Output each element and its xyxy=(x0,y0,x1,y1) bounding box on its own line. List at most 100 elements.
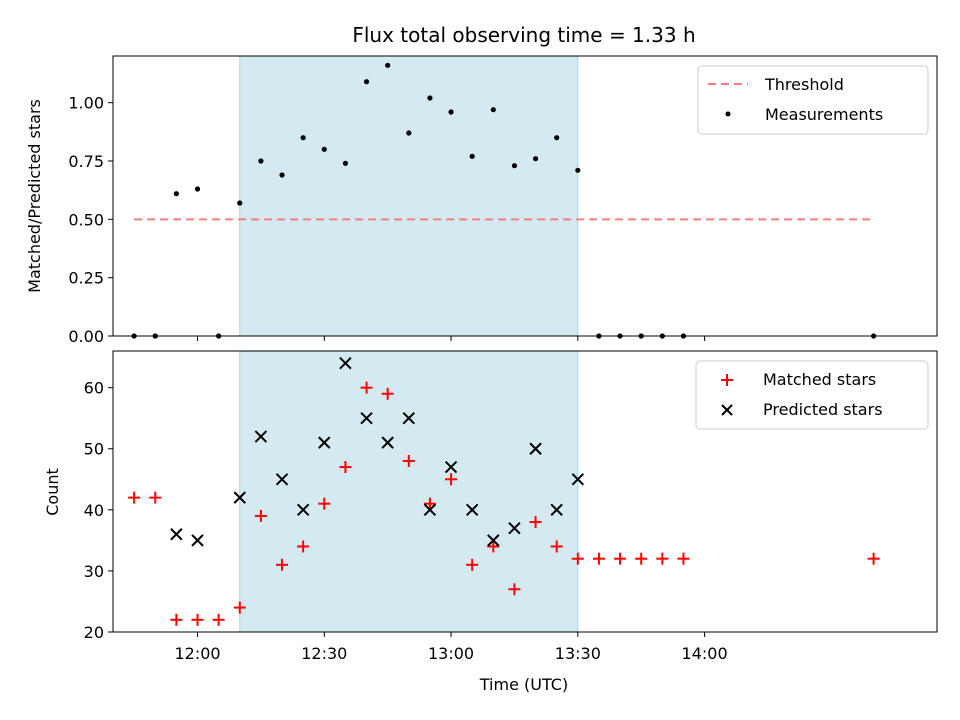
matched-star-point xyxy=(318,497,331,510)
matched-star-point xyxy=(466,558,479,571)
measurements-legend-marker xyxy=(725,111,731,117)
predicted-star-point xyxy=(487,534,500,547)
matched-star-point xyxy=(191,613,204,626)
predicted-star-point xyxy=(254,430,268,443)
x-tick-label: 12:30 xyxy=(301,644,347,663)
measurement-point xyxy=(532,156,539,162)
bottom-y-tick-label: 60 xyxy=(84,379,104,398)
predicted-star-point xyxy=(318,436,331,449)
predicted-star-point xyxy=(571,473,585,486)
measurement-point xyxy=(173,191,179,197)
measurement-point xyxy=(554,135,560,141)
predicted-star-point xyxy=(402,411,416,425)
predicted-star-stroke xyxy=(170,528,183,541)
matched-star-point xyxy=(423,497,436,510)
bottom-legend-box xyxy=(695,360,929,430)
measurement-point xyxy=(511,163,518,169)
x-axis-label: Time (UTC) xyxy=(479,675,568,694)
predicted-star-point xyxy=(233,491,246,504)
matched-star-point xyxy=(635,552,648,565)
top-axes-frame xyxy=(112,55,938,337)
measurement-point xyxy=(237,200,243,206)
measurement-point xyxy=(194,186,201,192)
matched-star-point xyxy=(677,552,690,565)
chart-title: Flux total observing time = 1.33 h xyxy=(352,23,695,47)
top-y-axis-label: Matched/Predicted stars xyxy=(25,99,44,293)
predicted-legend-marker xyxy=(721,404,733,416)
predicted-star-stroke xyxy=(508,521,521,535)
predicted-star-point xyxy=(381,436,394,449)
predicted-star-stroke xyxy=(423,503,437,517)
matched-star-point xyxy=(381,387,394,400)
matched-star-point xyxy=(360,381,373,394)
predicted-star-stroke xyxy=(296,503,310,517)
predicted-star-stroke xyxy=(191,534,204,547)
measurement-point xyxy=(321,146,327,152)
bottom-observing-span xyxy=(239,351,578,632)
top-observing-span xyxy=(239,56,578,336)
measurement-point xyxy=(575,167,581,173)
predicted-star-stroke xyxy=(444,460,458,474)
bottom-y-tick-label: 30 xyxy=(84,562,104,581)
measurement-point xyxy=(363,79,370,85)
measurement-point xyxy=(406,130,412,136)
matched-star-point xyxy=(297,540,310,553)
matched-star-point xyxy=(550,540,563,553)
top-y-tick-label: 1.00 xyxy=(68,94,104,113)
x-tick-label: 13:30 xyxy=(555,644,601,663)
matched-star-point xyxy=(487,540,500,553)
predicted-star-stroke xyxy=(233,491,246,504)
measurement-point xyxy=(385,62,391,68)
matched-star-point xyxy=(233,601,246,614)
predicted-star-point xyxy=(423,503,437,517)
predicted-star-stroke xyxy=(402,411,416,425)
top-y-tick-label: 0.50 xyxy=(68,210,104,229)
predicted-star-point xyxy=(170,528,183,541)
bottom-y-axis-label: Count xyxy=(43,468,62,516)
matched-star-point xyxy=(529,516,542,529)
top-y-tick-label: 0.75 xyxy=(68,152,104,171)
matched-legend-marker xyxy=(721,374,733,386)
matched-star-point xyxy=(867,552,880,565)
predicted-star-point xyxy=(191,534,204,547)
predicted-star-point xyxy=(275,473,289,486)
matched-star-point xyxy=(592,552,605,565)
matched-star-point xyxy=(170,613,183,626)
top-y-tick-label: 0.00 xyxy=(68,327,104,346)
top-panel: Flux total observing time = 1.33 h 0.000… xyxy=(25,23,938,346)
measurement-point xyxy=(279,172,285,178)
predicted-star-stroke xyxy=(318,436,331,449)
x-tick-label: 12:00 xyxy=(174,644,220,663)
measurement-point xyxy=(469,153,475,159)
measurement-point xyxy=(342,160,349,166)
predicted-star-point xyxy=(465,503,479,517)
predicted-star-stroke xyxy=(254,430,268,443)
top-legend: Threshold Measurements xyxy=(697,65,929,135)
predicted-star-point xyxy=(508,521,521,535)
predicted-star-point xyxy=(550,503,563,517)
predicted-star-stroke xyxy=(275,473,289,486)
legend-matched-label: Matched stars xyxy=(763,370,876,389)
legend-predicted-label: Predicted stars xyxy=(763,400,883,419)
matched-star-point xyxy=(212,613,225,626)
predicted-star-stroke xyxy=(381,436,394,449)
matched-star-point xyxy=(339,461,352,474)
predicted-star-stroke xyxy=(360,411,373,425)
predicted-star-point xyxy=(360,411,373,425)
bottom-y-tick-label: 50 xyxy=(84,440,104,459)
predicted-star-stroke xyxy=(550,503,563,517)
predicted-star-stroke xyxy=(529,442,542,455)
bottom-y-tick-label: 40 xyxy=(84,501,104,520)
top-legend-box xyxy=(697,65,929,135)
matched-star-point xyxy=(402,454,415,467)
top-plot-area: 0.00 0.25 0.50 0.75 1.00 xyxy=(68,55,938,346)
top-y-tick-label: 0.25 xyxy=(68,269,104,288)
bottom-y-tick-label: 20 xyxy=(84,623,104,642)
measurement-point xyxy=(448,109,454,115)
measurement-point xyxy=(427,95,433,101)
legend-measurements-label: Measurements xyxy=(765,105,883,124)
bottom-axes-frame xyxy=(112,350,938,633)
matched-star-point xyxy=(254,509,267,522)
predicted-star-stroke xyxy=(571,473,585,486)
